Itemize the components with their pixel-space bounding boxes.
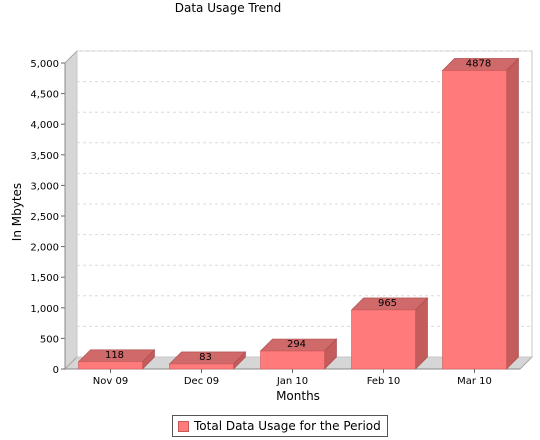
bar [168, 351, 247, 370]
legend: Total Data Usage for the Period [172, 415, 388, 437]
bar-front [169, 363, 234, 370]
y-tick-label: 5,000 [30, 59, 59, 70]
y-tick-label: 0 [53, 365, 59, 376]
y-tick-label: 2,000 [30, 243, 59, 254]
x-tick-label: Feb 10 [367, 376, 401, 387]
bar-side [415, 297, 428, 370]
legend-swatch [178, 420, 189, 432]
x-tick-label: Nov 09 [93, 376, 128, 387]
x-tick-label: Jan 10 [276, 376, 308, 387]
bar-front [442, 70, 507, 370]
y-tick-label: 1,000 [30, 304, 59, 315]
bar [77, 349, 156, 370]
x-axis-label: Months [276, 389, 320, 403]
data-label: 118 [105, 350, 124, 361]
y-tick-label: 4,500 [30, 90, 59, 101]
y-tick-label: 2,500 [30, 212, 59, 223]
chart-title: Data Usage Trend [175, 1, 282, 15]
y-tick-label: 1,500 [30, 273, 59, 284]
legend-entry: Total Data Usage for the Period [194, 419, 381, 433]
bar [441, 57, 520, 370]
y-tick-label: 500 [40, 334, 59, 345]
bar-front [260, 350, 325, 370]
x-tick-label: Mar 10 [457, 376, 492, 387]
bar-front [351, 309, 416, 370]
bar [259, 338, 338, 370]
bar-front [78, 361, 143, 370]
data-label: 965 [378, 298, 397, 309]
y-tick-label: 3,000 [30, 181, 59, 192]
plot-left-wall [64, 49, 78, 371]
y-axis-label: In Mbytes [10, 183, 24, 241]
data-label: 294 [287, 339, 306, 350]
bar-side [506, 57, 519, 370]
y-tick-label: 3,500 [30, 151, 59, 162]
bar [350, 297, 429, 370]
data-label: 83 [199, 352, 212, 363]
x-tick-label: Dec 09 [184, 376, 219, 387]
plot-back-wall [65, 51, 532, 369]
y-tick-label: 4,000 [30, 120, 59, 131]
data-label: 4878 [466, 58, 491, 69]
plot-area: 0 500 1,000 1,500 2,000 2,500 3,000 3,500 4,000 4… [30, 49, 534, 387]
